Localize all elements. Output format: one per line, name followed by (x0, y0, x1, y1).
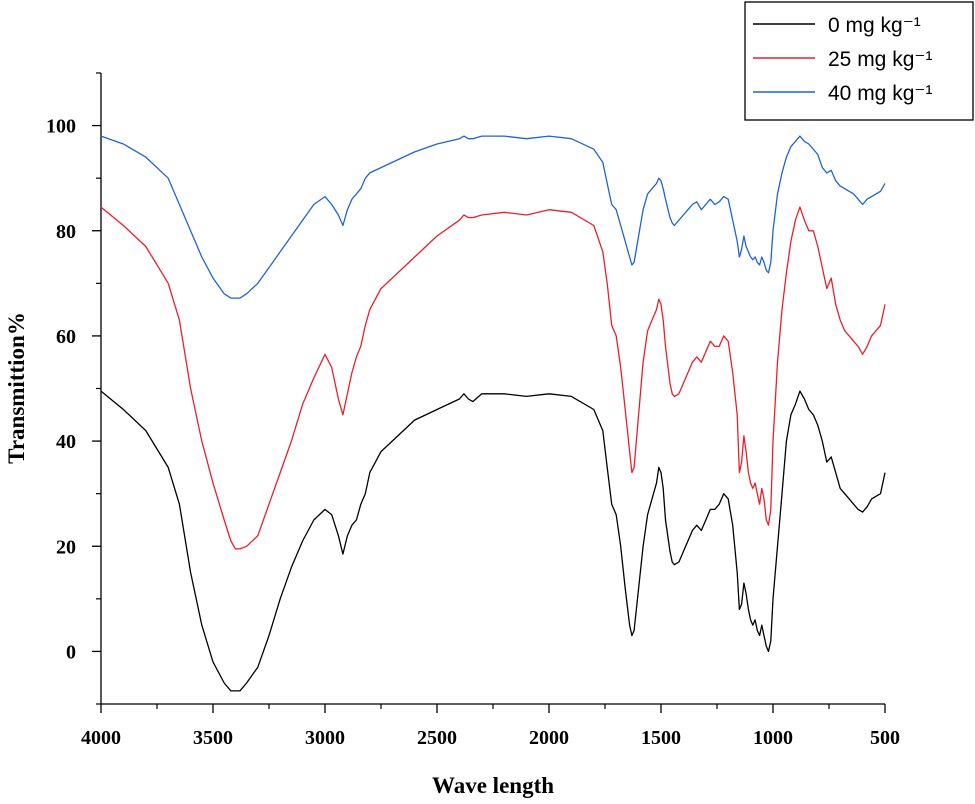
series-line-1 (100, 206, 886, 550)
x-tick-label: 4000 (81, 727, 121, 749)
x-tick-label: 2000 (529, 727, 569, 749)
y-tick-label: 40 (56, 431, 76, 453)
y-tick-label: 0 (66, 641, 76, 663)
series-line-0 (100, 390, 886, 692)
y-tick-label: 100 (46, 116, 76, 138)
x-tick-label: 1000 (753, 727, 793, 749)
x-tick-label: 1500 (641, 727, 681, 749)
y-tick-label: 80 (56, 221, 76, 243)
x-tick-label: 3000 (305, 727, 345, 749)
x-tick-label: 3500 (193, 727, 233, 749)
y-tick-label: 60 (56, 326, 76, 348)
y-tick-label: 20 (56, 536, 76, 558)
legend: 0 mg kg⁻¹ 25 mg kg⁻¹ 40 mg kg⁻¹ (744, 1, 974, 121)
y-axis-title: Transmittion% (4, 312, 29, 464)
legend-label: 25 mg kg⁻¹ (828, 48, 932, 71)
ticks: 4000 3500 3000 2500 2000 1500 1000 500 0 20 40 60 80… (46, 72, 900, 749)
legend-box (744, 1, 974, 121)
axes (100, 73, 885, 705)
x-tick-label: 500 (870, 727, 900, 749)
series-line-2 (100, 135, 886, 299)
x-axis-title: Wave length (432, 773, 554, 798)
x-tick-label: 2500 (417, 727, 457, 749)
series-group (100, 135, 886, 692)
legend-label: 0 mg kg⁻¹ (828, 14, 921, 37)
legend-label: 40 mg kg⁻¹ (828, 82, 932, 105)
